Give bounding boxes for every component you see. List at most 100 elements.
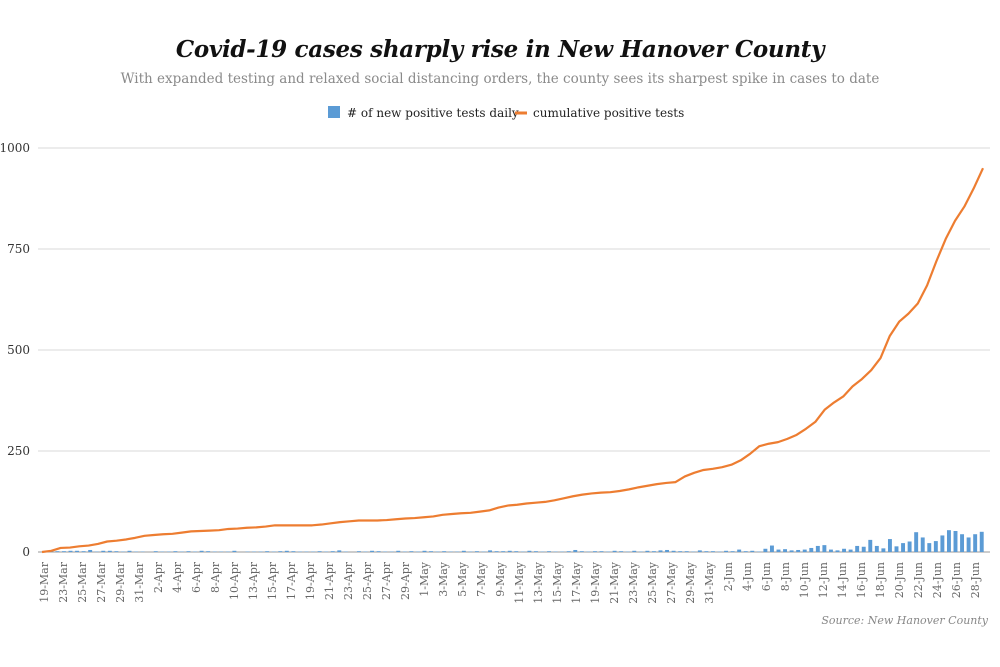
bar: [81, 551, 86, 552]
bar: [783, 549, 788, 552]
y-tick-label: 0: [22, 545, 30, 559]
bar: [265, 551, 270, 552]
x-tick-label: 31-May: [703, 561, 716, 604]
bar: [678, 551, 683, 552]
bar: [632, 550, 637, 552]
x-tick-label: 24-Jun: [931, 562, 944, 598]
bar: [514, 551, 519, 552]
bar: [887, 539, 892, 552]
bar: [802, 549, 807, 552]
bar: [789, 550, 794, 552]
x-tick-label: 10-Jun: [798, 562, 811, 598]
bar: [855, 545, 860, 552]
bar: [651, 551, 656, 552]
bar: [848, 549, 853, 552]
bar: [284, 550, 289, 552]
chart-title: Covid-19 cases sharply rise in New Hanov…: [175, 36, 825, 63]
bar: [901, 543, 906, 552]
x-tick-label: 13-Apr: [247, 561, 260, 600]
bar: [828, 549, 833, 552]
x-tick-label: 6-Jun: [760, 562, 773, 591]
x-tick-label: 10-Apr: [228, 561, 241, 600]
bar: [894, 546, 899, 552]
bar: [868, 539, 873, 552]
x-tick-label: 26-Jun: [950, 562, 963, 598]
bar: [573, 549, 578, 552]
bar: [927, 543, 932, 552]
x-tick-label: 23-Mar: [57, 561, 70, 603]
bar: [737, 549, 742, 552]
bar: [940, 535, 945, 552]
x-tick-label: 13-May: [532, 561, 545, 604]
bar: [442, 551, 447, 552]
source-note: Source: New Hanover County: [821, 614, 988, 627]
bar: [743, 551, 748, 552]
bar: [494, 551, 499, 552]
legend-label-new-tests: # of new positive tests daily: [347, 106, 519, 120]
bar: [730, 551, 735, 552]
bar: [186, 551, 191, 552]
x-tick-label: 22-Jun: [912, 562, 925, 598]
x-tick-label: 19-Apr: [304, 561, 317, 600]
bar: [501, 551, 506, 552]
bar: [599, 551, 604, 552]
bar: [579, 551, 584, 552]
x-tick-label: 25-Mar: [76, 561, 89, 603]
bar: [776, 549, 781, 552]
bar: [330, 551, 335, 552]
x-tick-label: 19-Mar: [38, 561, 51, 603]
bar: [619, 551, 624, 552]
x-tick-label: 28-Jun: [969, 562, 982, 598]
y-tick-label: 750: [7, 242, 30, 256]
bar: [861, 546, 866, 552]
bar: [317, 551, 322, 552]
x-tick-label: 19-May: [589, 561, 602, 604]
x-tick-label: 29-May: [684, 561, 697, 604]
x-tick-label: 27-Apr: [380, 561, 393, 600]
bar: [356, 551, 361, 552]
legend-label-cumulative: cumulative positive tests: [533, 106, 684, 120]
x-tick-label: 25-Apr: [361, 561, 374, 600]
bar: [658, 550, 663, 552]
x-tick-label: 15-Apr: [266, 561, 279, 600]
bar: [835, 550, 840, 552]
bar: [842, 548, 847, 552]
bar: [920, 537, 925, 552]
bar: [612, 550, 617, 552]
x-tick-label: 6-Apr: [190, 561, 203, 593]
x-tick-label: 11-May: [513, 561, 526, 604]
x-tick-label: 8-Apr: [209, 561, 222, 593]
bar: [946, 530, 951, 552]
y-axis: 0 250 500 750 1000: [0, 141, 30, 559]
bar: [763, 548, 768, 552]
x-tick-label: 17-Apr: [285, 561, 298, 600]
bar: [429, 551, 434, 552]
bar: [933, 541, 938, 552]
bar: [278, 551, 283, 552]
bar: [114, 551, 119, 552]
legend: # of new positive tests daily cumulative…: [328, 106, 684, 120]
x-tick-label: 31-Mar: [133, 561, 146, 603]
x-tick-label: 7-May: [475, 561, 488, 597]
bar: [107, 550, 112, 552]
x-tick-label: 23-Apr: [342, 561, 355, 600]
bar: [710, 551, 715, 552]
x-axis: 19-Mar 23-Mar 25-Mar 27-Mar 29-Mar 31-Mar 2-Ap…: [38, 561, 982, 604]
bar: [153, 551, 158, 552]
bar: [55, 551, 60, 552]
bar: [953, 530, 958, 552]
x-tick-label: 16-Jun: [855, 562, 868, 598]
x-tick-label: 5-May: [456, 561, 469, 597]
y-tick-label: 1000: [0, 141, 30, 155]
bar: [173, 551, 178, 552]
cumulative-line: [41, 167, 984, 554]
x-tick-label: 4-Apr: [171, 561, 184, 593]
bar: [127, 550, 132, 552]
bar: [232, 550, 237, 552]
bar: [61, 551, 66, 552]
bar: [592, 551, 597, 552]
bar: [422, 550, 427, 552]
bar: [409, 551, 414, 552]
x-tick-label: 20-Jun: [893, 562, 906, 598]
